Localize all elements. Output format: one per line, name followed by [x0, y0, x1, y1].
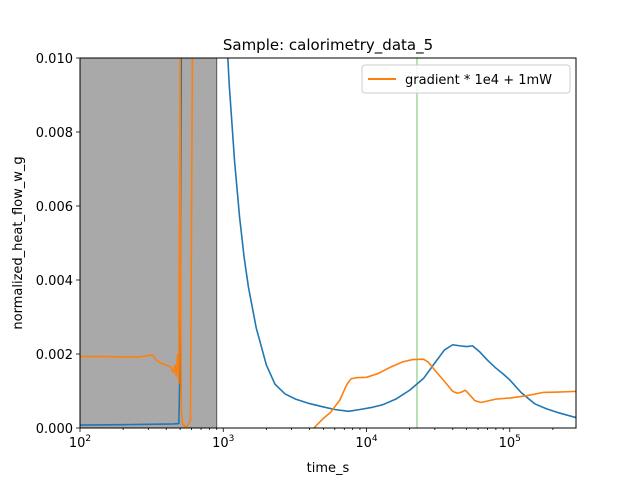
- y-tick-label: 0.008: [36, 126, 73, 141]
- y-tick-label: 0.000: [36, 422, 73, 437]
- legend: gradient * 1e4 + 1mW: [361, 64, 571, 94]
- plot-frame: [79, 57, 577, 429]
- y-tick-label: 0.004: [36, 274, 73, 289]
- legend-box: [361, 64, 571, 94]
- series-line-1: [80, 58, 194, 427]
- y-tick-label: 0.002: [36, 348, 73, 363]
- x-axis-label: time_s: [307, 461, 350, 476]
- series-line-0: [80, 58, 576, 426]
- y-axis-label: normalized_heat_flow_w_g: [11, 156, 26, 329]
- shaded-region: [80, 58, 218, 428]
- y-axis: 0.000 0.002 0.004 0.006 0.008 0.010: [36, 52, 80, 437]
- legend-label-gradient: gradient * 1e4 + 1mW: [405, 73, 552, 88]
- x-tick-label: 105: [499, 434, 521, 451]
- y-tick-label: 0.006: [36, 200, 73, 215]
- series-line-2: [313, 358, 576, 428]
- x-tick-label: 104: [355, 434, 378, 451]
- chart-title: Sample: calorimetry_data_5: [223, 36, 433, 55]
- x-tick-label: 102: [69, 434, 91, 451]
- x-axis: 102 103 104 105: [69, 428, 554, 451]
- plot-area: [80, 58, 576, 428]
- y-tick-label: 0.010: [36, 52, 73, 67]
- x-tick-label: 103: [212, 434, 234, 451]
